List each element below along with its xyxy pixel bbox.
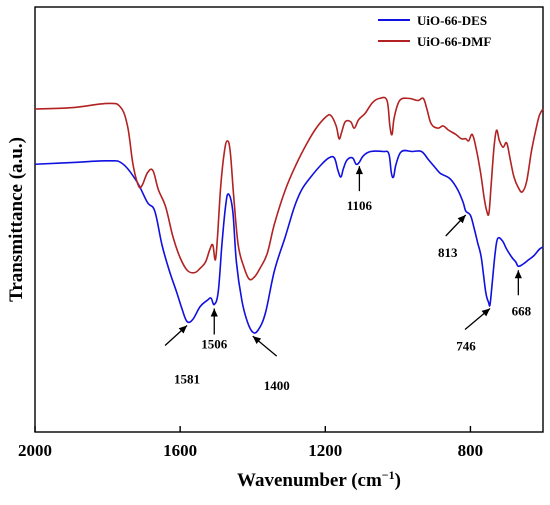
annotation-arrow-813: [445, 214, 467, 237]
annotation-label-746: 746: [456, 339, 476, 354]
annotation-label-1581: 1581: [174, 372, 200, 387]
series-line-des: [34, 149, 544, 334]
plot-frame: [34, 6, 544, 433]
annotation-arrow-746: [464, 308, 491, 330]
series-line-dmf: [34, 96, 544, 281]
x-tick-label-2000: 2000: [18, 441, 52, 460]
y-axis-title: Transmittance (a.u.): [6, 137, 27, 302]
annotation-label-668: 668: [512, 303, 532, 318]
annotation-arrow-1106: [355, 166, 363, 192]
x-tick-label-1600: 1600: [163, 441, 197, 460]
x-tick-label-1200: 1200: [308, 441, 342, 460]
legend-label-des: UiO-66-DES: [417, 13, 487, 28]
plot-area: [34, 6, 544, 433]
x-tick-label-800: 800: [458, 441, 484, 460]
annotation-label-813: 813: [438, 245, 458, 260]
annotation-arrow-1506: [210, 308, 218, 335]
annotation-label-1106: 1106: [347, 198, 373, 213]
legend-label-dmf: UiO-66-DMF: [417, 34, 491, 49]
series-layer: [34, 96, 544, 334]
x-axis-title: Wavenumber (cm−1): [237, 468, 401, 491]
annotation-arrow-1400: [252, 335, 278, 357]
annotation-label-1506: 1506: [201, 337, 228, 352]
annotation-label-1400: 1400: [264, 378, 290, 393]
annotation-layer: 1581 1506 1400 1106 813 746 668: [164, 166, 532, 393]
axis-layer: 2000 1600 1200 800 Wavenumber (cm−1) Transmit…: [6, 137, 483, 491]
annotation-arrow-1581: [164, 325, 188, 346]
annotation-arrow-668: [514, 270, 522, 296]
legend: UiO-66-DES UiO-66-DMF: [378, 13, 491, 49]
